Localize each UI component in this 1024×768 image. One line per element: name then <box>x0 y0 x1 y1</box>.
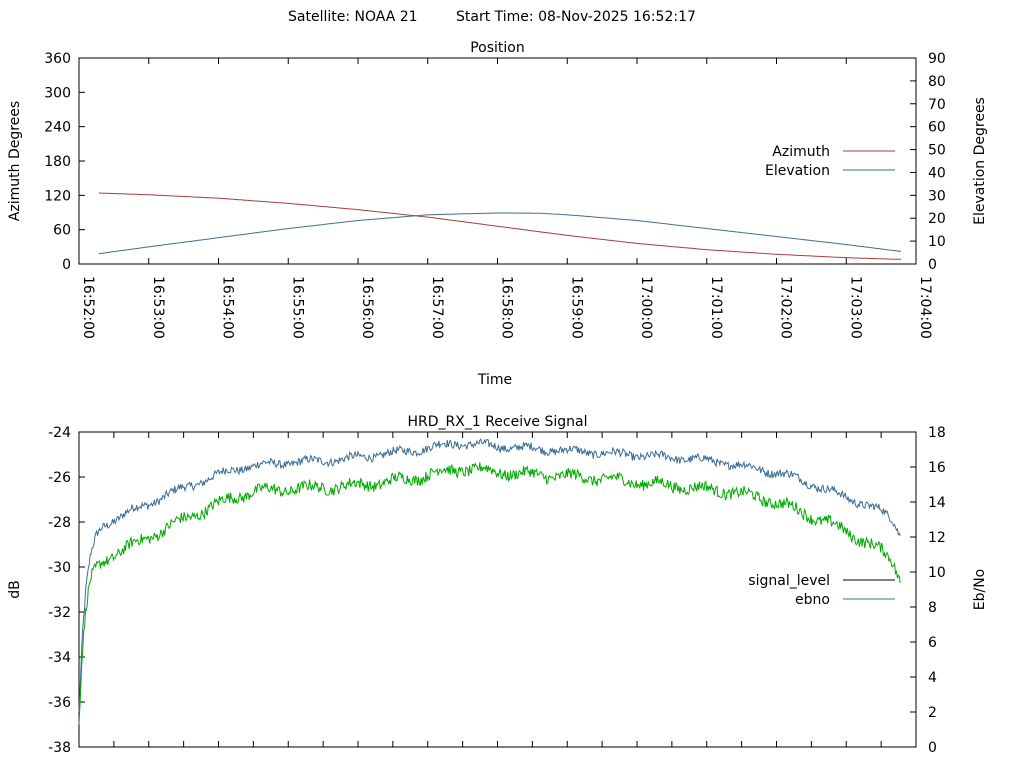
position-chart-ytick-label: 300 <box>44 85 71 101</box>
position-chart-y2label: Elevation Degrees <box>972 97 988 225</box>
position-chart-ytick-label: 240 <box>44 120 71 136</box>
signal-chart-ytick-label: -26 <box>48 470 71 486</box>
position-chart-y2tick-label: 90 <box>928 51 946 67</box>
position-xtick-label: 16:59:00 <box>568 276 584 339</box>
position-xtick-label: 16:53:00 <box>150 276 166 339</box>
signal-chart-ytick-label: -24 <box>48 425 71 441</box>
position-xtick-label: 16:56:00 <box>359 276 375 339</box>
legend-azimuth-label: Azimuth <box>772 144 830 160</box>
position-chart-title: Position <box>470 40 525 56</box>
position-chart-y2tick-label: 60 <box>928 120 946 136</box>
position-chart-ytick-label: 0 <box>62 257 71 273</box>
signal-chart-ylabel: dB <box>7 580 23 599</box>
azimuth-series-line <box>98 192 901 260</box>
signal-chart-y2tick-label: 8 <box>928 600 937 616</box>
position-chart-y2tick-label: 40 <box>928 165 946 181</box>
signal-chart-group: HRD_RX_1 Receive Signal -38 -36 -34 -32 -30 -2… <box>7 414 988 756</box>
position-xtick-label: 17:03:00 <box>847 276 863 339</box>
header-satellite: Satellite: NOAA 21 <box>288 9 418 25</box>
signal-chart-y2tick-label: 16 <box>928 460 946 476</box>
ebno-series-line <box>78 461 901 725</box>
legend-signal-level-label: signal_level <box>748 573 830 589</box>
position-xtick-label: 16:52:00 <box>80 276 96 339</box>
header-start-time: Start Time: 08-Nov-2025 16:52:17 <box>456 9 696 25</box>
signal-chart-plot-frame <box>78 431 917 748</box>
position-chart-ytick-label: 60 <box>53 223 71 239</box>
signal-chart-ytick-label: -34 <box>48 650 71 666</box>
position-chart-y2tick-label: 20 <box>928 211 946 227</box>
signal-level-series-line <box>78 437 901 713</box>
signal-chart-y2tick-label: 6 <box>928 635 937 651</box>
position-xtick-label: 16:58:00 <box>499 276 515 339</box>
position-chart-y2tick-label: 70 <box>928 97 946 113</box>
signal-chart-ytick-label: -36 <box>48 695 71 711</box>
legend-elevation-label: Elevation <box>765 163 830 179</box>
signal-chart-y2tick-label: 4 <box>928 670 937 686</box>
legend-ebno-label: ebno <box>795 592 830 608</box>
signal-chart-ytick-label: -32 <box>48 605 71 621</box>
position-xtick-label: 16:57:00 <box>429 276 445 339</box>
elevation-series-line <box>98 212 901 255</box>
position-xtick-label: 16:55:00 <box>289 276 305 339</box>
position-xtick-label: 16:54:00 <box>220 276 236 339</box>
signal-chart-ytick-label: -30 <box>48 560 71 576</box>
signal-chart-y2tick-label: 18 <box>928 425 946 441</box>
position-xtick-label: 17:01:00 <box>708 276 724 339</box>
signal-chart-y2tick-label: 14 <box>928 495 946 511</box>
position-chart-y2tick-label: 0 <box>928 257 937 273</box>
position-xtick-label: 17:00:00 <box>638 276 654 339</box>
position-xtick-label: 17:04:00 <box>917 276 933 339</box>
position-chart-y2tick-label: 80 <box>928 74 946 90</box>
position-xlabel: Time <box>477 372 512 388</box>
position-chart-ytick-label: 120 <box>44 188 71 204</box>
position-chart-ylabel: Azimuth Degrees <box>7 101 23 221</box>
position-chart-ytick-label: 180 <box>44 154 71 170</box>
signal-chart-y2tick-label: 2 <box>928 705 937 721</box>
position-chart-y2tick-label: 50 <box>928 143 946 159</box>
position-chart-ytick-label: 360 <box>44 51 71 67</box>
signal-chart-title: HRD_RX_1 Receive Signal <box>408 414 588 430</box>
position-chart-y2tick-label: 30 <box>928 188 946 204</box>
position-chart-plot-frame <box>78 57 917 265</box>
position-chart-y2tick-label: 10 <box>928 234 946 250</box>
signal-chart-ytick-label: -38 <box>48 740 71 756</box>
signal-chart-ytick-label: -28 <box>48 515 71 531</box>
signal-chart-y2tick-label: 10 <box>928 565 946 581</box>
signal-chart-y2label: Eb/No <box>972 569 988 611</box>
signal-chart-y2tick-label: 0 <box>928 740 937 756</box>
signal-chart-y2tick-label: 12 <box>928 530 946 546</box>
position-chart-group: Position 0 60 120 180 240 300 360 0 10 20 30 40 50 60 7… <box>7 40 988 388</box>
position-xtick-label: 17:02:00 <box>778 276 794 339</box>
